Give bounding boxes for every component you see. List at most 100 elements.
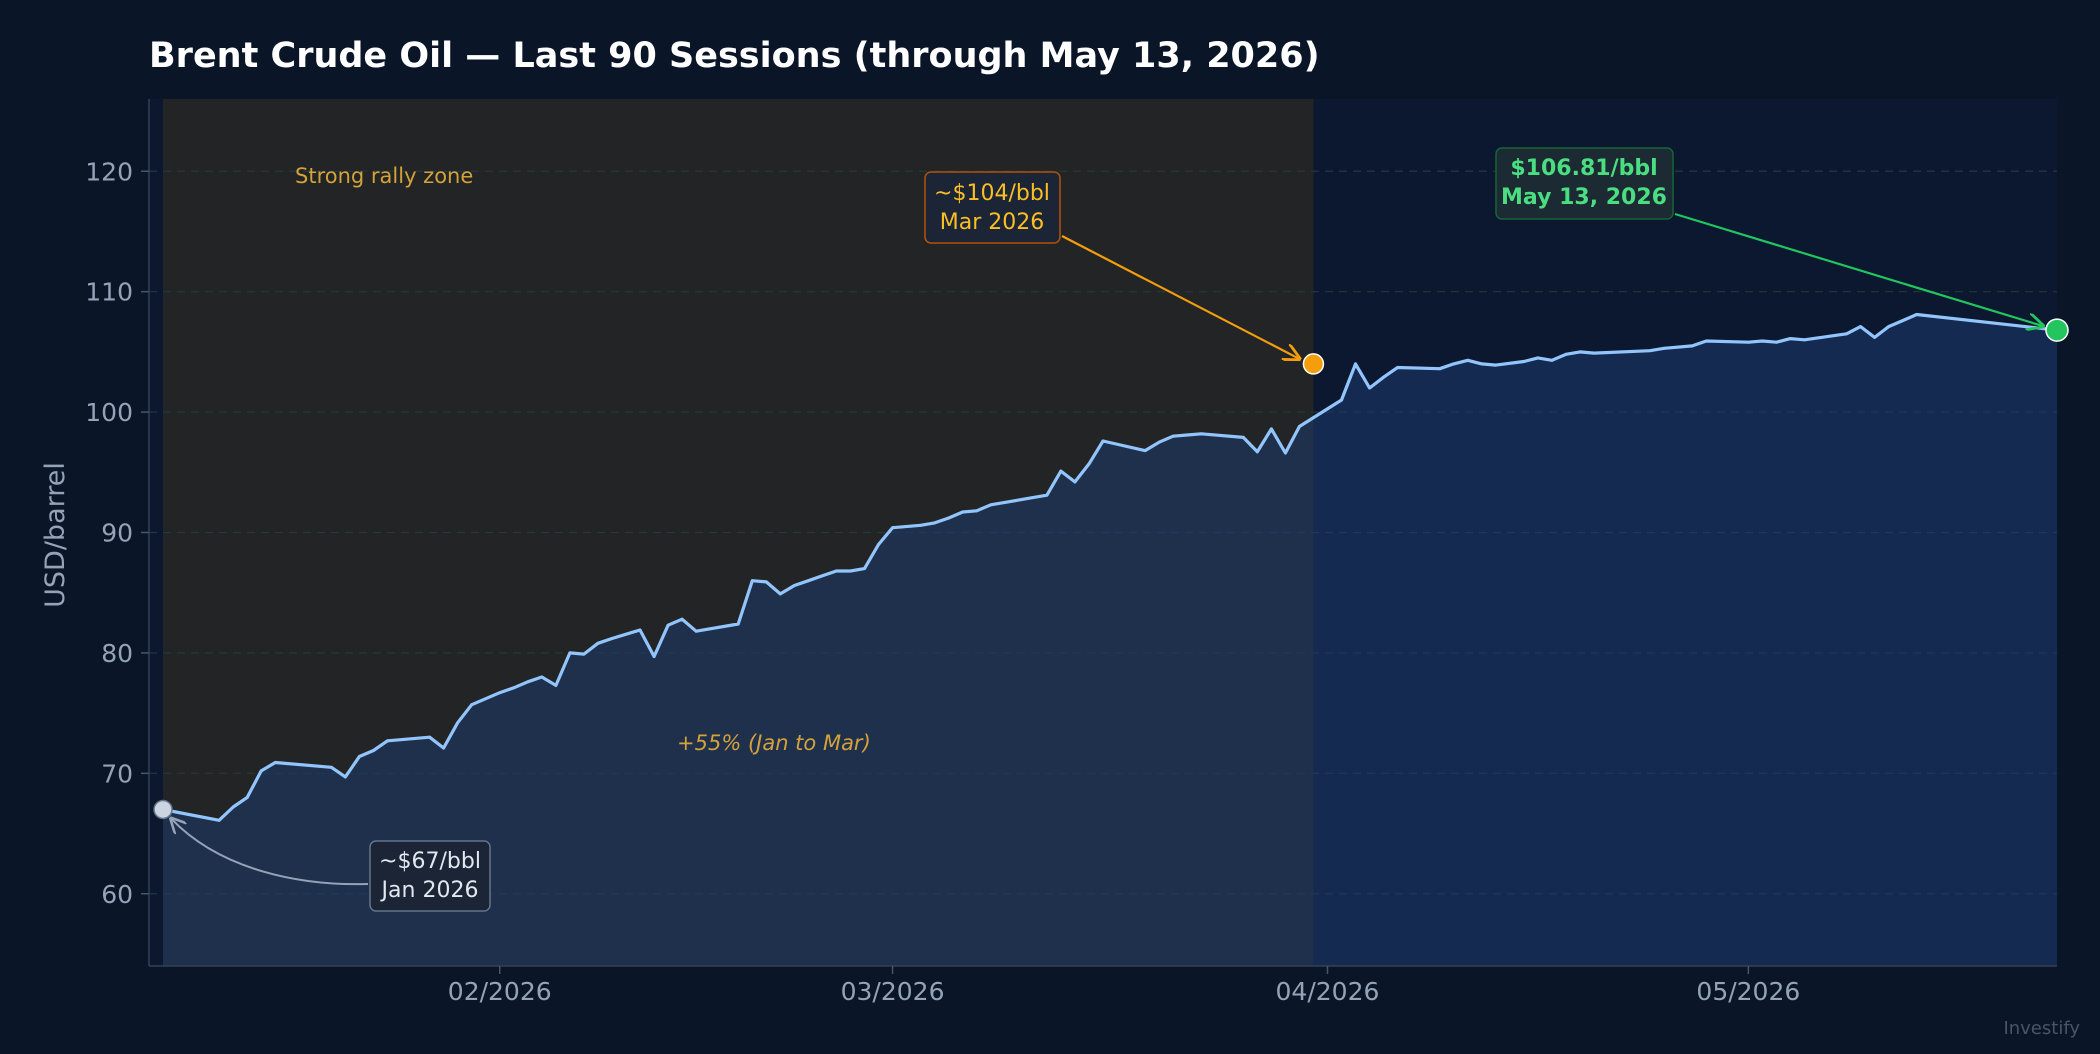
data-point <box>1354 362 1357 366</box>
start-marker <box>153 799 173 820</box>
data-point <box>1452 362 1456 366</box>
data-point <box>1396 366 1400 369</box>
latest-annotation-arrow <box>1674 212 2043 326</box>
data-point <box>1690 344 1694 348</box>
data-point <box>456 721 460 725</box>
data-point <box>666 623 670 627</box>
data-point <box>1269 427 1273 431</box>
data-point <box>1031 496 1035 499</box>
data-point <box>1255 450 1259 454</box>
data-point <box>217 818 221 822</box>
price-line <box>161 312 2059 822</box>
x-tick-label: 02/2026 <box>448 977 552 1006</box>
y-tick-labels: 60 70 80 90 100 110 120 <box>85 157 149 909</box>
data-point <box>1592 351 1596 355</box>
data-point <box>1185 433 1189 437</box>
data-point <box>1438 367 1442 371</box>
data-point <box>1003 500 1007 504</box>
y-tick-label: 80 <box>101 639 133 668</box>
mar-annotation-value: ~$104/bbl <box>934 181 1050 206</box>
data-point <box>428 735 431 739</box>
data-point <box>1087 462 1091 466</box>
mar-annotation-arrow <box>1061 235 1299 359</box>
data-point <box>891 526 894 530</box>
data-point <box>1157 440 1161 444</box>
annotation-latest: $106.81/bbl May 13, 2026 <box>1495 147 2069 342</box>
data-point <box>1059 469 1063 473</box>
data-point <box>975 509 979 513</box>
data-point <box>231 805 235 809</box>
start-annotation-arrow <box>171 818 369 886</box>
data-point <box>1845 332 1848 336</box>
data-point <box>498 691 502 695</box>
data-point <box>540 675 544 679</box>
x-tick-label: 03/2026 <box>841 977 945 1006</box>
data-point <box>947 516 951 520</box>
latest-annotation-date: May 13, 2026 <box>1501 185 1667 210</box>
data-point <box>344 775 347 779</box>
data-point <box>1494 363 1498 367</box>
mar-marker <box>1302 353 1325 375</box>
data-point <box>1283 451 1287 455</box>
watermark: Investify <box>2003 1018 2080 1039</box>
x-tick-label: 04/2026 <box>1276 977 1380 1006</box>
data-point <box>470 703 474 707</box>
data-point <box>1171 434 1175 438</box>
data-point <box>1746 340 1750 344</box>
data-point <box>245 796 249 799</box>
data-point <box>1199 432 1203 436</box>
data-point <box>554 684 558 687</box>
data-point <box>1550 358 1554 362</box>
data-point <box>1466 358 1470 362</box>
mar-annotation-date: Mar 2026 <box>940 210 1045 235</box>
data-point <box>1901 319 1905 322</box>
data-point <box>329 765 333 769</box>
data-point <box>1480 362 1484 366</box>
start-annotation-value: ~$67/bbl <box>379 849 481 874</box>
data-point <box>1887 325 1891 328</box>
data-point <box>1101 439 1105 443</box>
data-point <box>1045 493 1049 497</box>
y-axis-label: USD/barrel <box>40 462 71 608</box>
change-note: +55% (Jan to Mar) <box>677 731 871 755</box>
data-point <box>919 523 923 527</box>
data-point <box>582 652 586 656</box>
data-point <box>259 769 263 773</box>
annotation-start: ~$67/bbl Jan 2026 <box>153 799 491 912</box>
data-point <box>877 543 880 546</box>
data-point <box>1803 338 1806 342</box>
data-point <box>680 617 684 621</box>
data-point <box>1241 435 1245 439</box>
data-point <box>372 749 375 752</box>
data-point <box>1536 356 1540 360</box>
data-point <box>989 503 993 507</box>
start-annotation-box <box>369 840 491 912</box>
data-point <box>1564 352 1568 356</box>
data-point <box>1522 360 1526 363</box>
data-point <box>512 686 516 690</box>
data-point <box>526 680 530 684</box>
y-tick-label: 120 <box>85 157 133 186</box>
data-point <box>1873 336 1877 339</box>
start-annotation-date: Jan 2026 <box>380 878 479 903</box>
data-point <box>1368 386 1371 390</box>
data-point <box>764 580 768 584</box>
y-tick-label: 100 <box>85 398 133 427</box>
annotation-mar: ~$104/bbl Mar 2026 <box>924 171 1325 375</box>
x-tick-label: 05/2026 <box>1696 977 1800 1006</box>
data-point <box>1340 398 1343 402</box>
data-point <box>1704 339 1708 343</box>
data-point <box>1382 375 1385 379</box>
rally-zone-label: Strong rally zone <box>295 164 473 188</box>
data-point <box>792 584 796 587</box>
mar-annotation-box <box>924 171 1061 244</box>
x-tick-labels: 02/2026 03/2026 04/2026 05/2026 <box>448 966 1800 1006</box>
data-point <box>806 579 810 583</box>
latest-annotation-value: $106.81/bbl <box>1510 156 1657 181</box>
y-tick-label: 70 <box>101 759 133 788</box>
data-point <box>849 569 852 573</box>
data-point <box>386 739 389 743</box>
data-point <box>273 761 277 764</box>
